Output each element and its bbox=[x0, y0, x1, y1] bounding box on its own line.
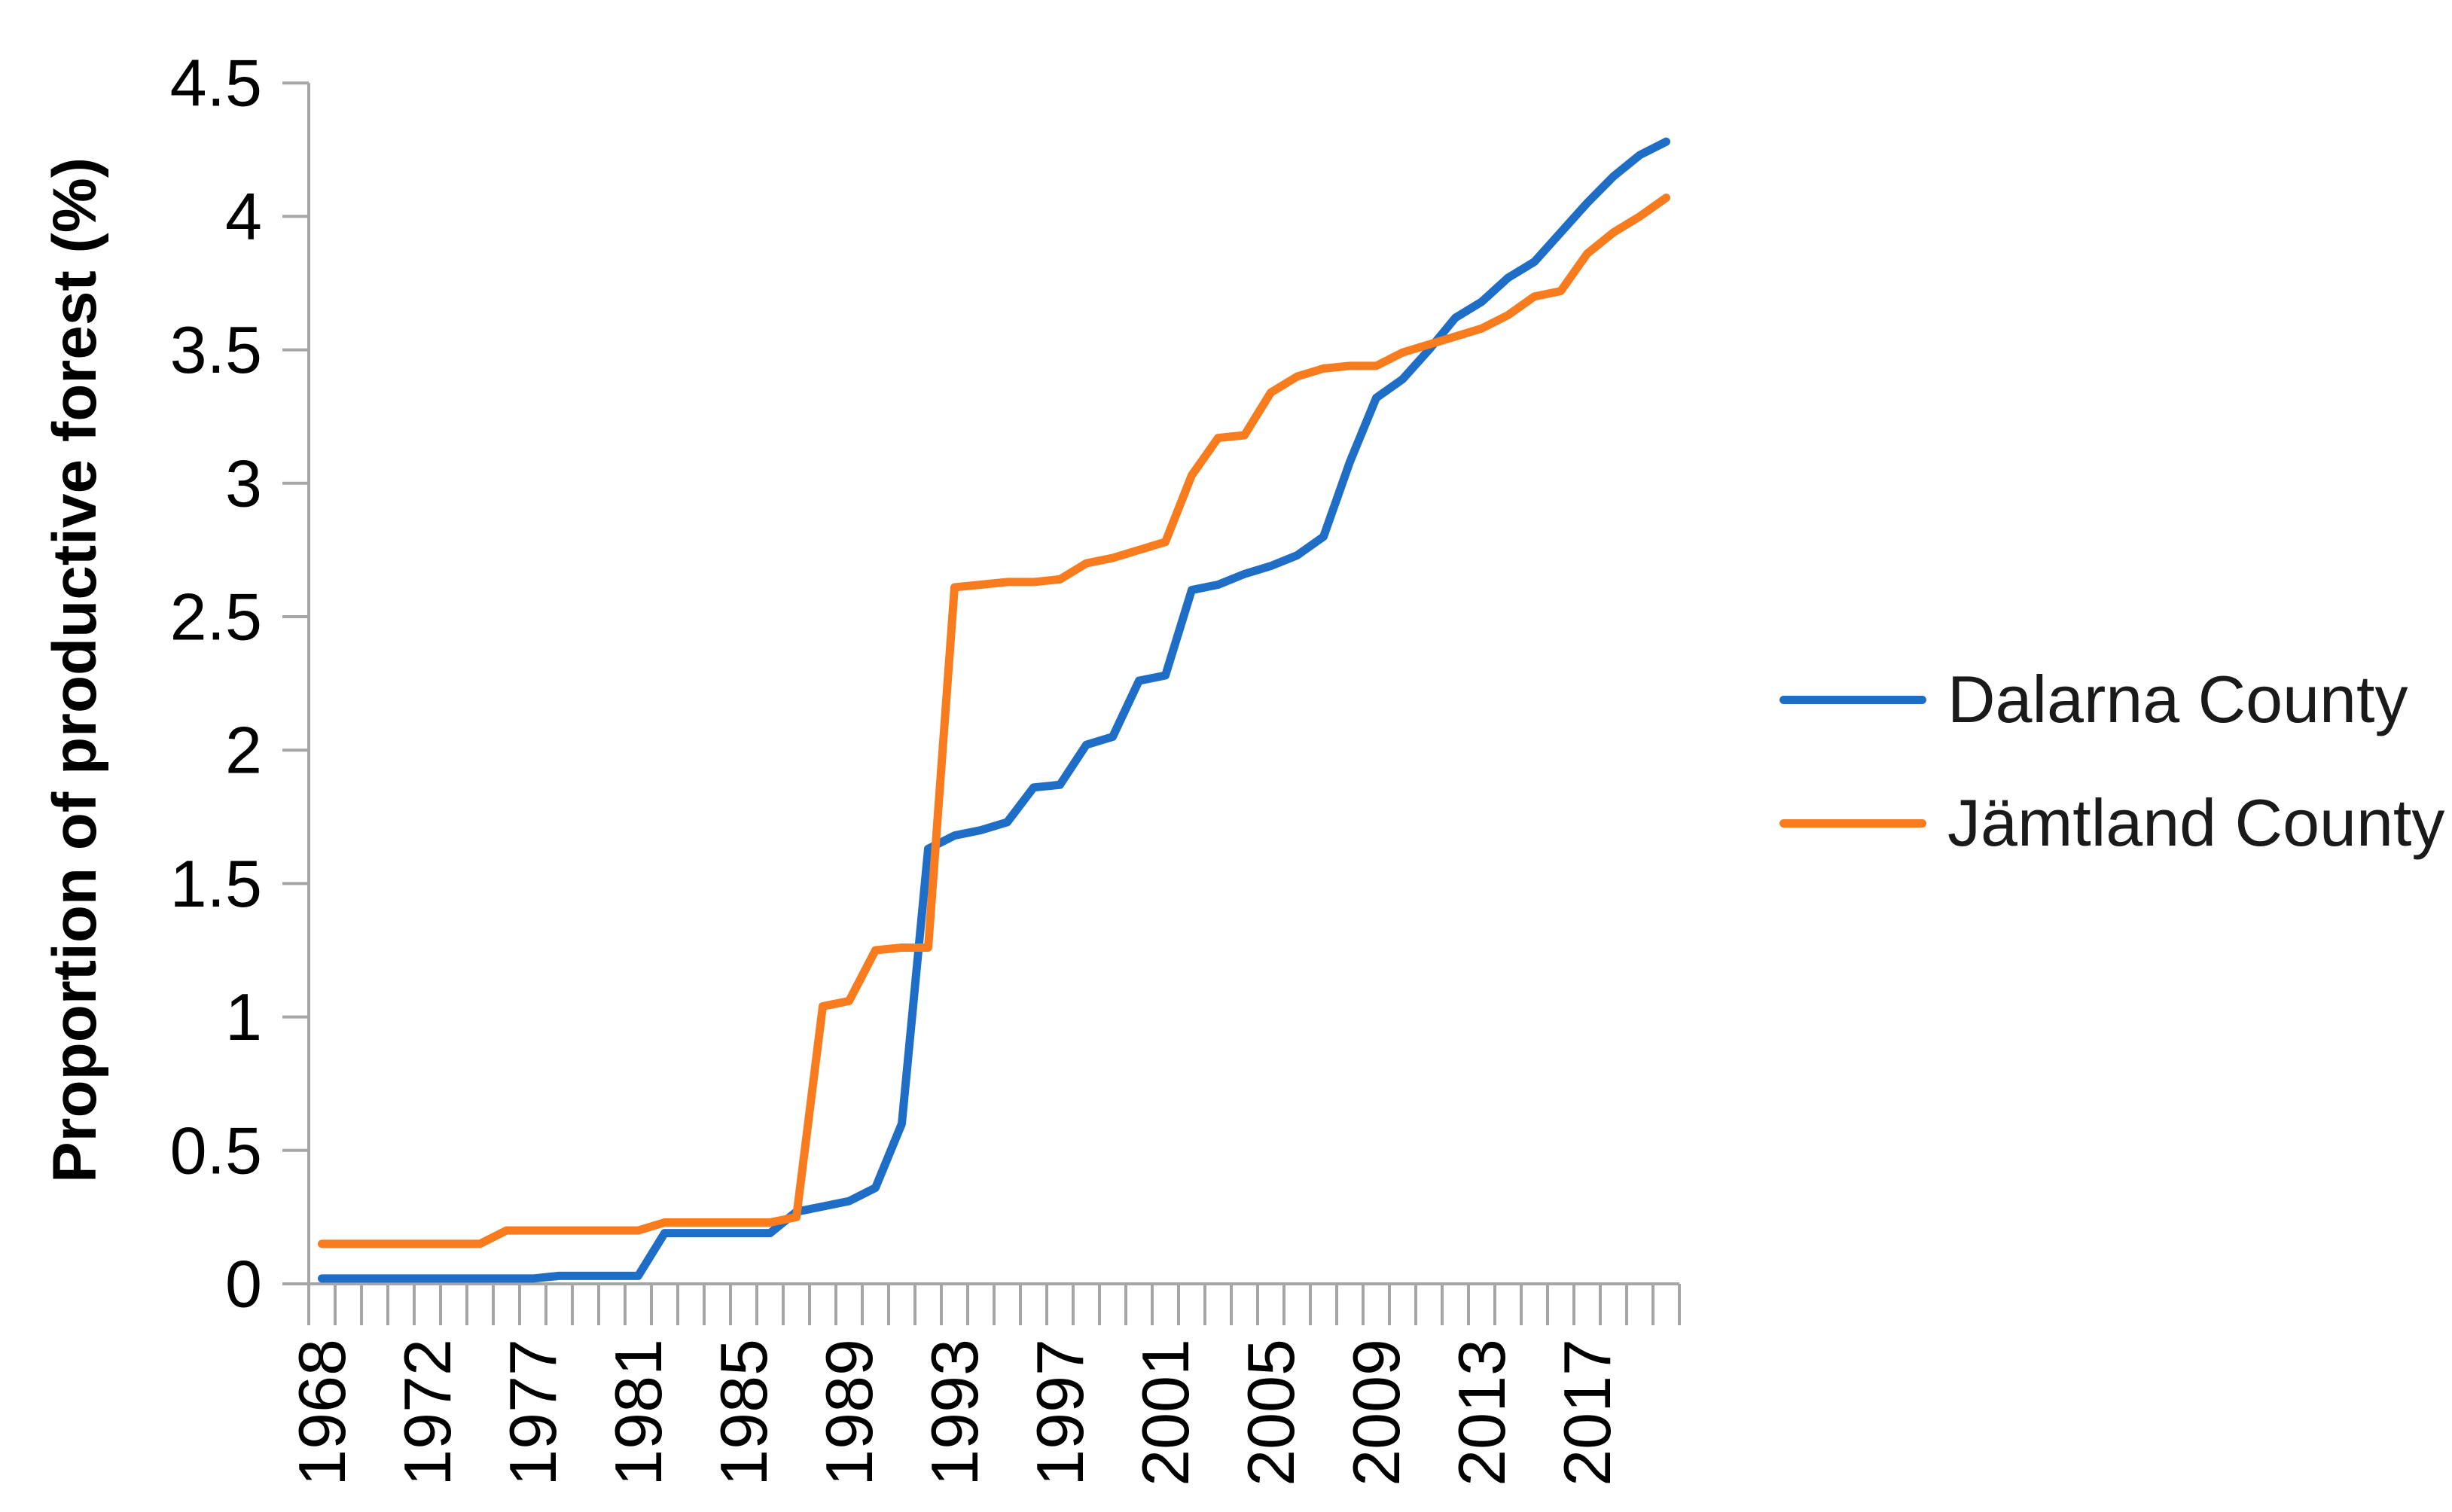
legend-label-dalarna: Dalarna County bbox=[1947, 662, 2408, 736]
x-tick-label: 1989 bbox=[812, 1339, 886, 1486]
dalarna-line-swatch-icon bbox=[1780, 695, 1926, 704]
series-line-dalarna bbox=[318, 137, 1670, 1283]
y-tick-label: 4.5 bbox=[170, 46, 262, 120]
x-tick-label: 1997 bbox=[1023, 1339, 1097, 1486]
y-tick-label: 0.5 bbox=[170, 1113, 262, 1187]
y-axis-title: Proportion of productive forest (%) bbox=[41, 157, 109, 1184]
y-tick-label: 0 bbox=[225, 1247, 262, 1321]
x-tick-label: 2009 bbox=[1339, 1339, 1414, 1486]
y-tick-label: 4 bbox=[225, 179, 262, 254]
legend-item-jamtland: Jämtland County bbox=[1780, 781, 2444, 865]
jamtland-line-swatch-icon bbox=[1780, 818, 1926, 828]
x-tick-label: 1985 bbox=[706, 1339, 781, 1486]
x-tick-label: 2013 bbox=[1444, 1339, 1519, 1486]
x-tick-label: 2001 bbox=[1128, 1339, 1203, 1486]
y-tick-label: 3 bbox=[225, 446, 262, 520]
x-tick-label: 1977 bbox=[496, 1339, 570, 1486]
legend-item-dalarna: Dalarna County bbox=[1780, 657, 2408, 742]
legend-label-jamtland: Jämtland County bbox=[1947, 785, 2445, 860]
y-tick-label: 3.5 bbox=[170, 312, 262, 387]
x-axis-labels: 1968 1972 1977 1981 1985 1989 1993 1997 2001 2005… bbox=[285, 1339, 1624, 1486]
x-tick-label: 2005 bbox=[1234, 1339, 1308, 1486]
x-tick-label: 1981 bbox=[601, 1339, 676, 1486]
y-tick-label: 1.5 bbox=[170, 846, 262, 921]
x-tick-label: 2017 bbox=[1550, 1339, 1624, 1486]
y-axis-labels: 0 0.5 1 1.5 2 2.5 3 3.5 4 4.5 bbox=[170, 46, 262, 1321]
y-tick-label: 2 bbox=[225, 713, 262, 788]
x-tick-label: 1993 bbox=[917, 1339, 992, 1486]
y-axis-ticks bbox=[282, 81, 309, 1285]
x-axis-ticks bbox=[307, 1284, 1681, 1325]
x-tick-label: 1968 bbox=[285, 1339, 359, 1486]
series-line-jamtland bbox=[318, 194, 1670, 1248]
y-tick-label: 2.5 bbox=[170, 580, 262, 654]
y-tick-label: 1 bbox=[225, 980, 262, 1054]
x-tick-label: 1972 bbox=[390, 1339, 465, 1486]
